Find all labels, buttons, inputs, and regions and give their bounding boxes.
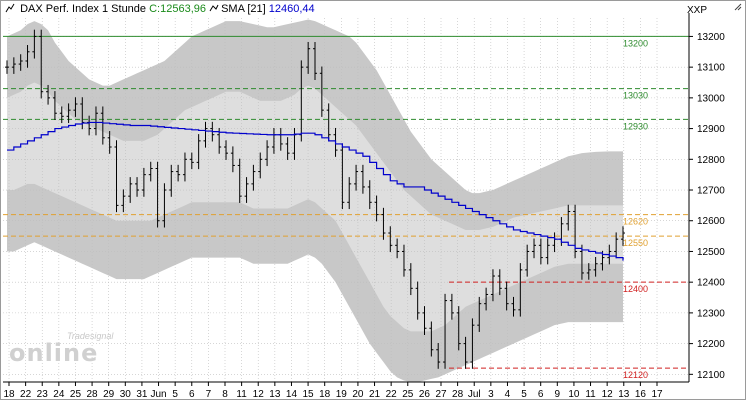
x-tick-label: 3 [488, 389, 494, 400]
x-tick-label: 20 [352, 389, 364, 400]
y-tick-label: 12300 [697, 308, 725, 319]
x-tick-label: 10 [568, 389, 580, 400]
level-label: 12550 [623, 238, 648, 248]
sma-legend-icon [209, 3, 219, 13]
level-label: 12400 [623, 284, 648, 294]
level-label: 12930 [623, 121, 648, 131]
sma-value: 12460,44 [268, 3, 315, 15]
x-tick-label: 25 [402, 389, 414, 400]
x-tick-label: 11 [585, 389, 596, 400]
sma-path [7, 121, 624, 261]
x-tick-label: 5 [521, 389, 527, 400]
y-tick-label: 12200 [697, 339, 725, 350]
level-label: 13030 [623, 91, 648, 101]
x-tick-label: 7 [206, 389, 212, 400]
x-tick-label: 14 [286, 389, 298, 400]
x-tick-label: 22 [386, 389, 398, 400]
watermark-small: Tradesignal [67, 331, 114, 341]
x-tick-label: 4 [505, 389, 511, 400]
y-tick-label: 12900 [697, 124, 725, 135]
level-label: 13200 [623, 38, 648, 48]
level-label: 12120 [623, 370, 648, 380]
x-tick-label: 18 [3, 389, 15, 400]
y-tick-label: 12500 [697, 247, 725, 258]
y-tick-label: 13100 [697, 63, 725, 74]
x-tick-label: 31 [136, 389, 148, 400]
chart-type-icon[interactable] [5, 3, 15, 13]
x-tick-label: 6 [189, 389, 195, 400]
x-tick-label: 25 [70, 389, 82, 400]
x-tick-label: 12 [602, 389, 614, 400]
y-tick-label: 12100 [697, 370, 725, 381]
y-tick-label: 12600 [697, 216, 725, 227]
x-tick-label: 26 [419, 389, 431, 400]
x-tick-label: 29 [103, 389, 115, 400]
x-tick-label: 13 [269, 389, 281, 400]
x-tick-label: 22 [20, 389, 32, 400]
y-tick-label: 12700 [697, 186, 725, 197]
x-tick-label: 6 [538, 389, 544, 400]
y-tick-label: 12400 [697, 278, 725, 289]
level-label: 12620 [623, 217, 648, 227]
y-tick-label: 13000 [697, 93, 725, 104]
x-tick-label: 19 [336, 389, 348, 400]
x-tick-label: 17 [651, 389, 663, 400]
x-tick-label: 21 [369, 389, 381, 400]
watermark-logo: Tradesignal online [9, 331, 113, 367]
x-tick-label: 18 [319, 389, 331, 400]
x-tick-label: 16 [635, 389, 647, 400]
axis-unit-label: XXP [686, 5, 707, 16]
watermark-big: online [9, 339, 99, 367]
price-bars [5, 29, 625, 369]
x-tick-label: 5 [172, 389, 178, 400]
interval-label: 1 Stunde [102, 3, 147, 15]
bollinger-bands [7, 19, 623, 383]
resize-corner-icon[interactable] [734, 3, 742, 13]
close-value: C:12563,96 [149, 3, 206, 15]
x-tick-label: 13 [618, 389, 630, 400]
axes: 18 22 23 24 25 28 29 30 31 Jun 5 6 7 8 11 12 13 14 15 18 19 2… [3, 13, 725, 400]
x-tick-label: 30 [120, 389, 132, 400]
x-tick-label: 9 [555, 389, 561, 400]
x-tick-label: 28 [452, 389, 464, 400]
x-tick-label: 23 [37, 389, 49, 400]
y-tick-label: 13200 [697, 32, 725, 43]
x-tick-label: 27 [435, 389, 447, 400]
sma-label: SMA [21] [221, 3, 266, 15]
y-tick-label: 12800 [697, 155, 725, 166]
x-tick-label: 15 [303, 389, 315, 400]
x-tick-label: Jul [468, 389, 481, 400]
x-tick-label: 12 [253, 389, 265, 400]
instrument-name: DAX Perf. Index [20, 3, 99, 15]
x-tick-label: 28 [87, 389, 99, 400]
gridlines [3, 18, 689, 382]
x-tick-label: 11 [236, 389, 247, 400]
band-inner [7, 82, 623, 332]
sma-line [7, 121, 624, 261]
x-tick-label: Jun [150, 389, 166, 400]
x-tick-label: 8 [222, 389, 228, 400]
chart-header: DAX Perf. Index 1 Stunde C:12563,96 SMA … [5, 3, 315, 15]
x-tick-label: 24 [53, 389, 65, 400]
